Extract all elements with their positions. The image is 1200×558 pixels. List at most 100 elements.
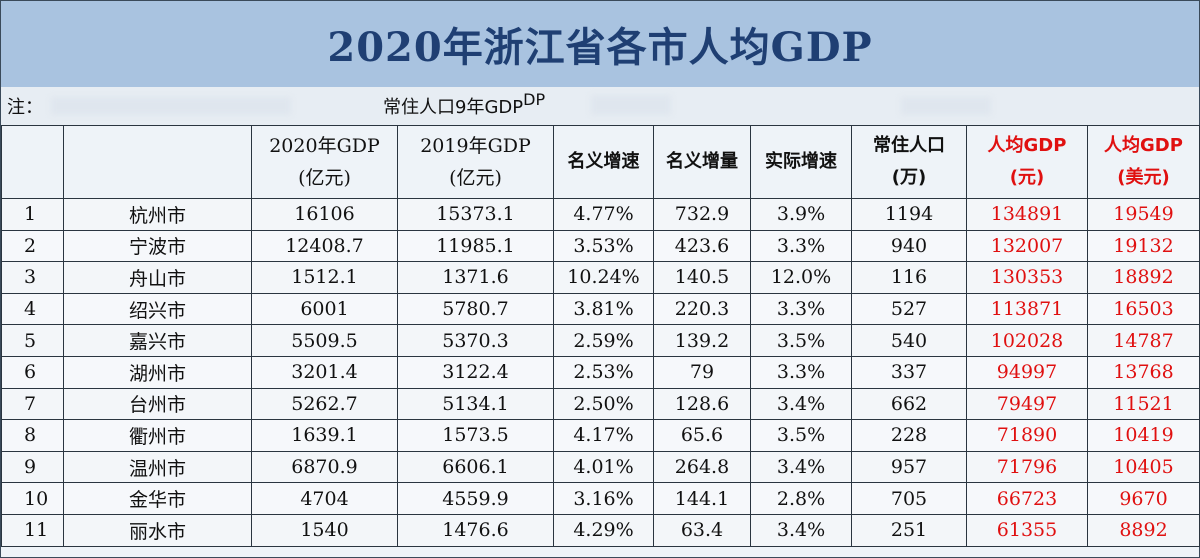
cell-per-capita-usd: 13768 [1087,355,1200,389]
cell-rank: 8 [1,419,64,452]
cell-nominal-increase: 63.4 [653,513,751,547]
header-nominal-growth: 名义增速 [553,125,654,199]
cell-per-capita-cny: 71890 [966,419,1088,452]
cell-per-capita-usd: 10419 [1087,419,1200,452]
cell-gdp2020: 1639.1 [251,419,398,452]
cell-city: 绍兴市 [63,292,252,326]
cell-nominal-growth: 3.81% [553,292,654,326]
cell-per-capita-cny: 113871 [966,292,1088,326]
cell-gdp2020: 1540 [251,513,398,547]
cell-per-capita-cny: 132007 [966,229,1088,263]
cell-per-capita-cny: 130353 [966,261,1088,294]
header-city [63,125,252,199]
cell-nominal-increase: 264.8 [653,450,751,484]
note-visible-text-3: DP [523,90,546,109]
cell-city: 金华市 [63,482,252,515]
cell-nominal-growth: 2.59% [553,324,654,357]
cell-gdp2020: 12408.7 [251,229,398,263]
cell-gdp2019: 1573.5 [397,419,554,452]
header-population: 常住人口 (万) [851,125,967,199]
cell-population: 228 [851,419,967,452]
cell-city: 舟山市 [63,261,252,294]
cell-nominal-increase: 79 [653,355,751,389]
cell-population: 337 [851,355,967,389]
cell-rank: 7 [1,387,64,421]
cell-population: 116 [851,261,967,294]
cell-gdp2020: 1512.1 [251,261,398,294]
cell-per-capita-usd: 14787 [1087,324,1200,357]
cell-gdp2020: 6001 [251,292,398,326]
cell-gdp2020: 3201.4 [251,355,398,389]
cell-population: 540 [851,324,967,357]
cell-nominal-growth: 3.53% [553,229,654,263]
cell-city: 杭州市 [63,198,252,231]
cell-per-capita-usd: 9670 [1087,482,1200,515]
cell-city: 丽水市 [63,513,252,547]
cell-per-capita-usd: 10405 [1087,450,1200,484]
cell-population: 662 [851,387,967,421]
cell-nominal-growth: 4.17% [553,419,654,452]
cell-real-growth: 3.4% [750,513,852,547]
cell-rank: 2 [1,229,64,263]
cell-real-growth: 3.3% [750,292,852,326]
cell-gdp2020: 16106 [251,198,398,231]
table-row: 4 绍兴市 6001 5780.7 3.81% 220.3 3.3% 527 113871 165… [1,292,1200,326]
cell-gdp2019: 15373.1 [397,198,554,231]
note-visible-text-2: 9年GDP [455,97,524,118]
cell-nominal-increase: 139.2 [653,324,751,357]
table-row: 6 湖州市 3201.4 3122.4 2.53% 79 3.3% 337 94997 13768 [1,355,1200,389]
cell-gdp2019: 5134.1 [397,387,554,421]
note-visible-text: 常住人口 [383,97,455,118]
header-real-growth: 实际增速 [750,125,852,199]
header-rank [1,125,64,199]
cell-nominal-growth: 2.53% [553,355,654,389]
cell-per-capita-cny: 71796 [966,450,1088,484]
table-row: 3 舟山市 1512.1 1371.6 10.24% 140.5 12.0% 116 13035… [1,261,1200,294]
cell-real-growth: 3.3% [750,355,852,389]
table-row: 2 宁波市 12408.7 11985.1 3.53% 423.6 3.3% 940 13200… [1,229,1200,263]
cell-rank: 10 [1,482,64,515]
cell-rank: 5 [1,324,64,357]
cell-per-capita-cny: 79497 [966,387,1088,421]
cell-per-capita-cny: 94997 [966,355,1088,389]
cell-per-capita-usd: 18892 [1087,261,1200,294]
cell-per-capita-cny: 66723 [966,482,1088,515]
table-row: 11 丽水市 1540 1476.6 4.29% 63.4 3.4% 251 61355 8892 [1,513,1200,547]
cell-nominal-growth: 4.29% [553,513,654,547]
gdp-table: 2020年GDP (亿元) 2019年GDP (亿元) 名义增速 名义增量 实际增速… [1,125,1200,547]
cell-per-capita-cny: 61355 [966,513,1088,547]
cell-rank: 11 [1,513,64,547]
cell-nominal-increase: 732.9 [653,198,751,231]
cell-gdp2020: 5262.7 [251,387,398,421]
cell-gdp2019: 4559.9 [397,482,554,515]
redacted-area [901,97,991,115]
table-row: 5 嘉兴市 5509.5 5370.3 2.59% 139.2 3.5% 540 102028 1… [1,324,1200,357]
cell-gdp2020: 6870.9 [251,450,398,484]
cell-real-growth: 3.5% [750,324,852,357]
header-gdp2020: 2020年GDP (亿元) [251,125,398,199]
cell-gdp2019: 1371.6 [397,261,554,294]
cell-gdp2020: 4704 [251,482,398,515]
cell-gdp2019: 5370.3 [397,324,554,357]
title-banner: 2020年浙江省各市人均GDP [1,1,1199,88]
cell-per-capita-cny: 134891 [966,198,1088,231]
cell-real-growth: 3.5% [750,419,852,452]
cell-nominal-increase: 144.1 [653,482,751,515]
table-row: 10 金华市 4704 4559.9 3.16% 144.1 2.8% 705 66723 967… [1,482,1200,515]
cell-population: 1194 [851,198,967,231]
cell-gdp2019: 3122.4 [397,355,554,389]
cell-city: 衢州市 [63,419,252,452]
cell-city: 宁波市 [63,229,252,263]
cell-real-growth: 3.3% [750,229,852,263]
cell-gdp2019: 6606.1 [397,450,554,484]
cell-population: 705 [851,482,967,515]
cell-gdp2020: 5509.5 [251,324,398,357]
note-bar: 注： 常住人口9年GDPDP [1,87,1199,126]
cell-city: 湖州市 [63,355,252,389]
table-row: 8 衢州市 1639.1 1573.5 4.17% 65.6 3.5% 228 71890 104… [1,419,1200,452]
cell-gdp2019: 1476.6 [397,513,554,547]
cell-nominal-growth: 3.16% [553,482,654,515]
header-per-capita-cny: 人均GDP (元) [966,125,1088,199]
cell-nominal-growth: 2.50% [553,387,654,421]
